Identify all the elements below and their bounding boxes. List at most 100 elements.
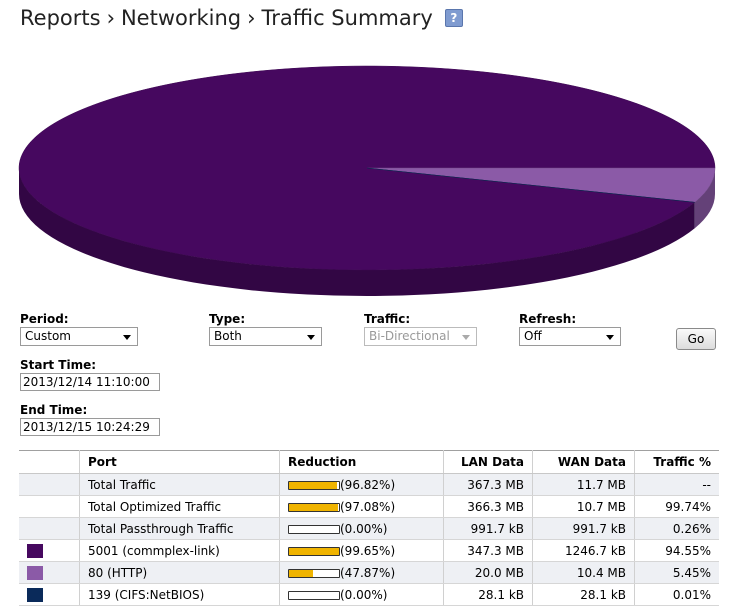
legend-swatch <box>27 543 43 558</box>
type-value: Both <box>214 329 242 343</box>
reduction-bar <box>288 590 340 600</box>
refresh-value: Off <box>524 329 542 343</box>
chevron-down-icon <box>606 335 614 340</box>
pie-slice-side <box>19 168 695 296</box>
period-select[interactable]: Custom <box>20 327 138 346</box>
header-wan-data[interactable]: WAN Data <box>532 450 635 474</box>
traffic-pct-cell: 0.26% <box>634 517 719 540</box>
traffic-select: Bi-Directional <box>364 327 477 346</box>
wan-data-cell: 28.1 kB <box>532 583 635 606</box>
traffic-pct-cell: 0.01% <box>634 583 719 606</box>
port-cell: Total Passthrough Traffic <box>79 517 280 540</box>
period-label: Period: <box>20 312 69 326</box>
header-reduction[interactable]: Reduction <box>279 450 444 474</box>
chevron-down-icon <box>462 335 470 340</box>
port-cell: Total Traffic <box>79 473 280 496</box>
wan-data-cell: 991.7 kB <box>532 517 635 540</box>
reduction-value: (47.87%) <box>340 565 396 580</box>
breadcrumb-separator: › <box>247 6 256 30</box>
header-port[interactable]: Port <box>79 450 280 474</box>
port-cell: Total Optimized Traffic <box>79 495 280 518</box>
period-value: Custom <box>25 329 71 343</box>
reduction-bar <box>288 524 340 534</box>
refresh-select[interactable]: Off <box>519 327 621 346</box>
breadcrumb-reports[interactable]: Reports <box>20 6 101 30</box>
pie-slice <box>366 167 696 203</box>
table-header-row: Port Reduction LAN Data WAN Data Traffic… <box>19 450 719 474</box>
start-time-input[interactable]: 2013/12/14 11:10:00 <box>20 373 160 391</box>
wan-data-cell: 10.4 MB <box>532 561 635 584</box>
legend-swatch <box>27 565 43 580</box>
period-control: Period: Custom <box>20 312 138 346</box>
type-select[interactable]: Both <box>209 327 322 346</box>
wan-data-cell: 10.7 MB <box>532 495 635 518</box>
end-time-control: End Time: 2013/12/15 10:24:29 <box>20 403 160 436</box>
traffic-summary-table: Port Reduction LAN Data WAN Data Traffic… <box>19 450 719 606</box>
reduction-cell: (99.65%) <box>279 539 444 562</box>
help-icon[interactable]: ? <box>444 9 463 27</box>
lan-data-cell: 991.7 kB <box>443 517 533 540</box>
traffic-pct-cell: -- <box>634 473 719 496</box>
reduction-bar-fill <box>289 503 338 511</box>
reduction-value: (99.65%) <box>340 543 396 558</box>
pie-slice-side <box>694 168 715 229</box>
table-row: 80 (HTTP) (47.87%) 20.0 MB 10.4 MB 5.45% <box>19 561 719 584</box>
page-title: Traffic Summary <box>261 6 433 30</box>
chevron-down-icon <box>307 335 315 340</box>
port-cell: 5001 (commplex-link) <box>79 539 280 562</box>
row-color-cell <box>19 539 80 562</box>
refresh-control: Refresh: Off <box>519 312 621 346</box>
header-traffic-pct[interactable]: Traffic % <box>634 450 719 474</box>
reduction-value: (0.00%) <box>340 521 388 536</box>
table-row: Total Traffic (96.82%) 367.3 MB 11.7 MB -- <box>19 473 719 496</box>
type-label: Type: <box>209 312 246 326</box>
port-cell: 139 (CIFS:NetBIOS) <box>79 583 280 606</box>
row-color-cell <box>19 517 80 540</box>
legend-swatch <box>27 587 43 602</box>
end-time-label: End Time: <box>20 403 88 417</box>
reduction-value: (97.08%) <box>340 499 396 514</box>
traffic-value: Bi-Directional <box>369 329 450 343</box>
port-cell: 80 (HTTP) <box>79 561 280 584</box>
chevron-down-icon <box>123 335 131 340</box>
table-row: Total Passthrough Traffic (0.00%) 991.7 kB… <box>19 517 719 540</box>
lan-data-cell: 367.3 MB <box>443 473 533 496</box>
wan-data-cell: 1246.7 kB <box>532 539 635 562</box>
lan-data-cell: 347.3 MB <box>443 539 533 562</box>
traffic-pct-cell: 94.55% <box>634 539 719 562</box>
row-color-cell <box>19 583 80 606</box>
lan-data-cell: 20.0 MB <box>443 561 533 584</box>
traffic-label: Traffic: <box>364 312 411 326</box>
lan-data-cell: 366.3 MB <box>443 495 533 518</box>
reduction-bar <box>288 480 340 490</box>
reduction-value: (0.00%) <box>340 587 388 602</box>
header-swatch <box>19 450 80 474</box>
reduction-cell: (0.00%) <box>279 517 444 540</box>
row-color-cell <box>19 495 80 518</box>
traffic-pct-cell: 5.45% <box>634 561 719 584</box>
breadcrumb-networking[interactable]: Networking <box>120 6 242 30</box>
end-time-input[interactable]: 2013/12/15 10:24:29 <box>20 418 160 436</box>
reduction-bar <box>288 546 340 556</box>
go-button[interactable]: Go <box>676 328 716 350</box>
traffic-control: Traffic: Bi-Directional <box>364 312 477 346</box>
type-control: Type: Both <box>209 312 322 346</box>
start-time-label: Start Time: <box>20 358 97 372</box>
reduction-cell: (96.82%) <box>279 473 444 496</box>
traffic-pct-cell: 99.74% <box>634 495 719 518</box>
header-lan-data[interactable]: LAN Data <box>443 450 533 474</box>
row-color-cell <box>19 561 80 584</box>
reduction-cell: (97.08%) <box>279 495 444 518</box>
row-color-cell <box>19 473 80 496</box>
reduction-bar-fill <box>289 547 339 555</box>
reduction-cell: (47.87%) <box>279 561 444 584</box>
reduction-bar-fill <box>289 569 313 577</box>
reduction-bar-fill <box>289 481 338 489</box>
table-row: 5001 (commplex-link) (99.65%) 347.3 MB 1246… <box>19 539 719 562</box>
reduction-cell: (0.00%) <box>279 583 444 606</box>
wan-data-cell: 11.7 MB <box>532 473 635 496</box>
table-row: Total Optimized Traffic (97.08%) 366.3 MB 1… <box>19 495 719 518</box>
traffic-pie-chart <box>18 65 716 296</box>
table-row: 139 (CIFS:NetBIOS) (0.00%) 28.1 kB 28.1 kB 0… <box>19 583 719 606</box>
breadcrumb: Reports › Networking › Traffic Summary? <box>20 6 463 30</box>
